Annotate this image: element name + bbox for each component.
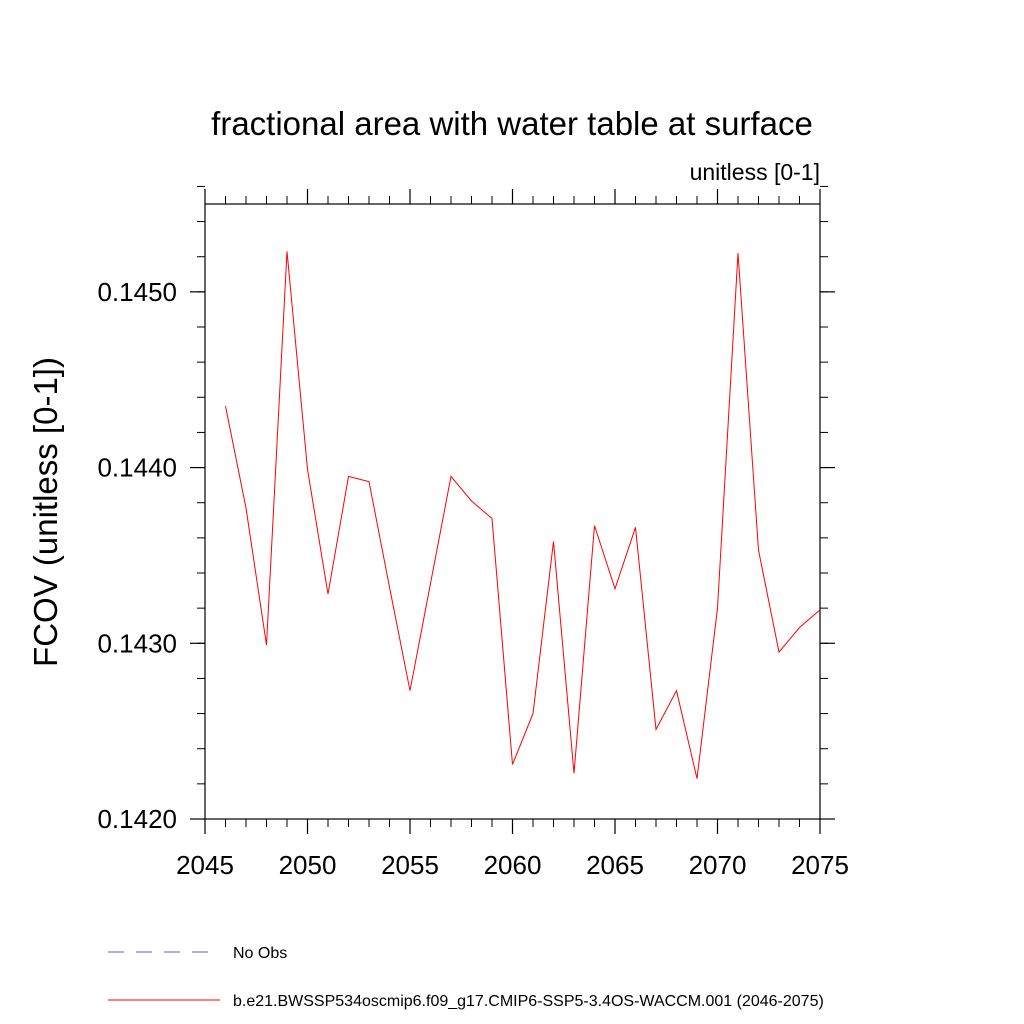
- y-axis-label: FCOV (unitless [0-1]): [27, 357, 64, 667]
- plot-frame: [204, 203, 821, 820]
- y-tick-label: 0.1450: [97, 277, 177, 307]
- chart-title: fractional area with water table at surf…: [211, 105, 813, 142]
- y-tick-label: 0.1440: [97, 453, 177, 483]
- x-tick-label: 2050: [279, 850, 337, 880]
- chart-subtitle: unitless [0-1]: [690, 159, 820, 185]
- plot-area: 0.1420 0.1430 0.1440 0.1450 2045 2050 2055 2060…: [97, 185, 849, 880]
- x-tick-label: 2070: [689, 850, 747, 880]
- x-tick-label: 2075: [791, 850, 849, 880]
- series-line: [225, 251, 821, 779]
- y-tick-label: 0.1430: [97, 628, 177, 658]
- legend: No Obs b.e21.BWSSP534oscmip6.f09_g17.CMIP…: [108, 945, 824, 1010]
- y-tick-label: 0.1420: [97, 804, 177, 834]
- x-tick-label: 2045: [176, 850, 234, 880]
- x-tick-label: 2055: [381, 850, 439, 880]
- x-tick-label: 2065: [586, 850, 644, 880]
- legend-label: No Obs: [233, 945, 287, 962]
- x-tick-label: 2060: [484, 850, 542, 880]
- legend-label: b.e21.BWSSP534oscmip6.f09_g17.CMIP6-SSP5…: [233, 993, 824, 1010]
